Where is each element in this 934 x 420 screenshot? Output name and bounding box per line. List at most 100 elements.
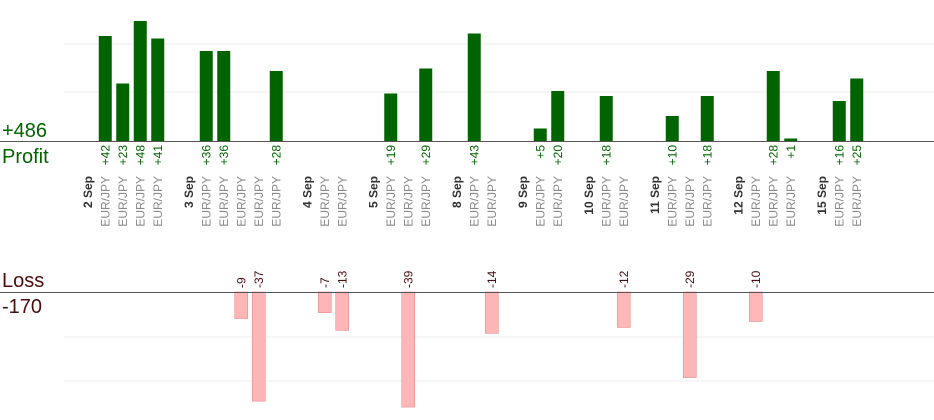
profit-value-label: +16 — [832, 145, 846, 166]
profit-bar — [533, 128, 547, 141]
profit-bar — [199, 51, 213, 141]
date-label: 5 Sep — [366, 176, 380, 208]
symbol-label: EUR/JPY — [133, 176, 147, 227]
profit-value-label: +43 — [467, 145, 481, 166]
profit-bar — [133, 21, 147, 141]
profit-value-label: +48 — [133, 145, 147, 166]
date-label: 9 Sep — [516, 176, 530, 208]
value-labels: +42 +23 +48 +41 +36 +36 -9 -37 +28 -7 -13 +19 -39 +29… — [98, 145, 864, 288]
profit-bar — [217, 51, 231, 141]
symbol-label: EUR/JPY — [401, 176, 415, 227]
loss-bar — [234, 291, 249, 319]
profit-value-label: +28 — [269, 145, 283, 166]
symbol-label: EUR/JPY — [784, 176, 798, 227]
profit-value-label: +36 — [217, 145, 231, 166]
symbol-label: EUR/JPY — [700, 176, 714, 227]
symbol-label: EUR/JPY — [116, 176, 130, 227]
date-label: 15 Sep — [815, 176, 829, 215]
profit-bar — [599, 96, 613, 141]
profit-value-label: +1 — [784, 145, 798, 159]
symbol-label: EUR/JPY — [551, 176, 565, 227]
loss-value-label: -37 — [252, 270, 266, 288]
profit-value-label: +10 — [665, 145, 679, 166]
symbol-label: EUR/JPY — [599, 176, 613, 227]
symbol-label: EUR/JPY — [533, 176, 547, 227]
symbol-label: EUR/JPY — [850, 176, 864, 227]
profit-value-label: +41 — [151, 145, 165, 166]
profit-value-label: +5 — [533, 145, 547, 159]
loss-value-label: -29 — [683, 270, 697, 288]
date-label: 4 Sep — [300, 176, 314, 208]
date-label: 3 Sep — [182, 176, 196, 208]
profit-bar — [151, 38, 165, 141]
date-label: 8 Sep — [450, 176, 464, 208]
loss-series — [234, 291, 763, 408]
profit-value-label: +28 — [766, 145, 780, 166]
loss-bar — [682, 291, 697, 378]
baselines — [0, 141, 934, 293]
date-label: 10 Sep — [582, 176, 596, 215]
profit-value-label: +29 — [419, 145, 433, 166]
loss-value-label: -7 — [318, 277, 332, 288]
symbol-label: EUR/JPY — [98, 176, 112, 227]
loss-value-label: -10 — [749, 270, 763, 288]
date-label: 2 Sep — [81, 176, 95, 208]
symbol-label: EUR/JPY — [217, 176, 231, 227]
profit-bar — [832, 101, 846, 141]
loss-value-label: -39 — [401, 270, 415, 288]
profit-value-label: +42 — [98, 145, 112, 166]
profit-value-label: +20 — [551, 145, 565, 166]
symbol-label: EUR/JPY — [151, 176, 165, 227]
profit-value-label: +23 — [116, 145, 130, 166]
profit-bar — [384, 93, 398, 141]
loss-bar — [317, 291, 332, 313]
loss-value-label: -9 — [234, 277, 248, 288]
profit-total: +486 — [2, 120, 47, 142]
symbol-label: EUR/JPY — [384, 176, 398, 227]
profit-value-label: +18 — [599, 145, 613, 166]
profit-title: Profit — [2, 146, 49, 168]
profit-bar — [665, 116, 679, 141]
profit-value-label: +18 — [700, 145, 714, 166]
loss-bar — [335, 291, 350, 331]
profit-bar — [467, 33, 481, 141]
profit-series — [98, 21, 864, 141]
symbol-label: EUR/JPY — [749, 176, 763, 227]
symbol-label: EUR/JPY — [665, 176, 679, 227]
profit-bar — [419, 68, 433, 141]
loss-bar — [748, 291, 763, 322]
symbol-label: EUR/JPY — [252, 176, 266, 227]
date-label: 11 Sep — [648, 176, 662, 214]
profit-bar — [700, 96, 714, 141]
profit-value-label: +25 — [850, 145, 864, 166]
grid-lines — [64, 43, 934, 382]
symbol-label: EUR/JPY — [485, 176, 499, 227]
symbol-label: EUR/JPY — [766, 176, 780, 227]
loss-value-label: -14 — [485, 270, 499, 288]
symbol-label: EUR/JPY — [335, 176, 349, 227]
profit-bar — [269, 71, 283, 141]
profit-bar — [850, 78, 864, 141]
loss-value-label: -12 — [617, 270, 631, 288]
symbol-label: EUR/JPY — [419, 176, 433, 227]
loss-total: -170 — [2, 296, 42, 318]
loss-bar — [251, 291, 266, 402]
profit-bar — [116, 83, 130, 141]
profit-value-label: +36 — [199, 145, 213, 166]
symbol-label: EUR/JPY — [199, 176, 213, 227]
symbol-label: EUR/JPY — [234, 176, 248, 227]
loss-bar — [484, 291, 499, 334]
loss-title: Loss — [2, 270, 44, 292]
symbol-label: EUR/JPY — [617, 176, 631, 227]
profit-value-label: +19 — [384, 145, 398, 166]
loss-value-label: -13 — [335, 270, 349, 288]
symbol-label: EUR/JPY — [683, 176, 697, 227]
profit-bar — [98, 36, 112, 141]
symbol-label: EUR/JPY — [269, 176, 283, 227]
symbol-label: EUR/JPY — [832, 176, 846, 227]
profit-bar — [784, 138, 798, 141]
profit-bar — [766, 71, 780, 141]
symbol-label: EUR/JPY — [318, 176, 332, 227]
profit-bar — [551, 91, 565, 141]
